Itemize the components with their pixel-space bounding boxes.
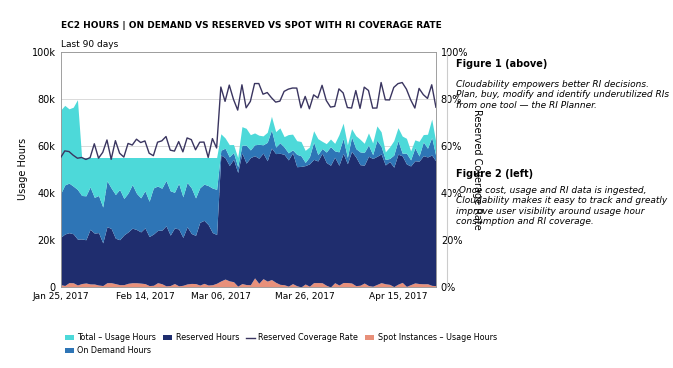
Text: Cloudability empowers better RI decisions. Plan, buy, modify and identify underu: Cloudability empowers better RI decision… bbox=[456, 80, 669, 110]
Legend: Total – Usage Hours, On Demand Hours, Reserved Hours, Reserved Coverage Rate, Sp: Total – Usage Hours, On Demand Hours, Re… bbox=[65, 333, 497, 355]
Text: Figure 2 (left): Figure 2 (left) bbox=[456, 169, 533, 179]
Text: Figure 1 (above): Figure 1 (above) bbox=[456, 59, 547, 68]
Text: Last 90 days: Last 90 days bbox=[61, 40, 118, 49]
Y-axis label: Usage Hours: Usage Hours bbox=[17, 138, 28, 200]
Y-axis label: Reserved Coverage Rate: Reserved Coverage Rate bbox=[472, 109, 483, 230]
Text: EC2 HOURS | ON DEMAND VS RESERVED VS SPOT WITH RI COVERAGE RATE: EC2 HOURS | ON DEMAND VS RESERVED VS SPO… bbox=[61, 21, 441, 30]
Text: Once cost, usage and RI data is ingested, Cloudability makes it easy to track an: Once cost, usage and RI data is ingested… bbox=[456, 186, 667, 226]
